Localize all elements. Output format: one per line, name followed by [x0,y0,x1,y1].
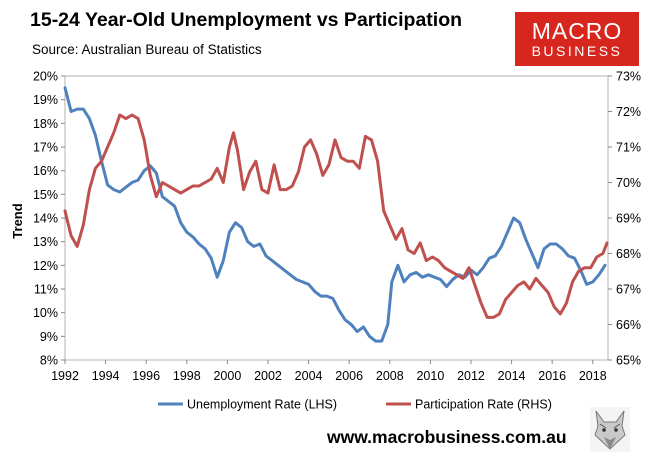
left-axis-tick-label: 10% [33,306,58,320]
left-axis-tick-label: 18% [33,117,58,131]
left-axis-tick-label: 13% [33,235,58,249]
right-axis-tick-label: 66% [616,318,641,332]
participation-rate-line [63,113,609,319]
right-axis-tick-label: 65% [616,354,641,368]
x-axis-tick-label: 2014 [498,369,526,383]
website-url: www.macrobusiness.com.au [327,427,567,447]
x-axis-tick-label: 1996 [132,369,160,383]
left-axis-tick-label: 8% [40,354,58,368]
chart-title: 15-24 Year-Old Unemployment vs Participa… [30,9,463,31]
logo-line-1: MACRO [531,18,623,44]
x-axis-tick-label: 2016 [538,369,566,383]
x-axis-tick-label: 1998 [173,369,201,383]
left-axis-tick-label: 20% [33,70,58,84]
unemployment-rate-line [63,86,607,343]
right-axis-tick-label: 72% [616,105,641,119]
left-axis-tick-label: 15% [33,188,58,202]
right-axis-tick-label: 67% [616,283,641,297]
x-axis-tick-label: 1994 [92,369,120,383]
right-axis-tick-label: 73% [616,70,641,84]
x-axis-tick-label: 2010 [416,369,444,383]
left-axis-tick-label: 17% [33,141,58,155]
x-axis-tick-label: 1992 [51,369,79,383]
legend-label-participation: Participation Rate (RHS) [415,398,552,412]
left-axis-tick-label: 11% [34,283,58,297]
right-axis-tick-label: 71% [616,141,641,155]
macro-business-logo: MACRO BUSINESS [515,12,639,66]
right-axis-tick-label: 69% [616,212,641,226]
left-axis-tick-label: 14% [33,212,58,226]
plot-area-border [64,75,609,361]
right-axis-tick-label: 70% [616,176,641,190]
left-axis-tick-label: 19% [33,93,58,107]
right-axis-tick-label: 68% [616,247,641,261]
source-note: Source: Australian Bureau of Statistics [32,42,262,57]
x-axis-tick-label: 2008 [376,369,404,383]
legend-label-unemployment: Unemployment Rate (LHS) [187,398,337,412]
fox-mascot-icon [590,407,630,452]
x-axis-tick-label: 2002 [254,369,282,383]
x-axis-tick-label: 2018 [579,369,607,383]
left-axis-tick-label: 16% [33,164,58,178]
x-axis-tick-label: 2000 [213,369,241,383]
y-axis-title: Trend [10,203,25,238]
x-axis-tick-label: 2004 [295,369,323,383]
left-axis-tick-label: 9% [40,330,58,344]
logo-line-2: BUSINESS [531,43,623,59]
x-axis-tick-label: 2012 [457,369,485,383]
left-axis-tick-label: 12% [33,259,58,273]
x-axis-tick-label: 2006 [335,369,363,383]
